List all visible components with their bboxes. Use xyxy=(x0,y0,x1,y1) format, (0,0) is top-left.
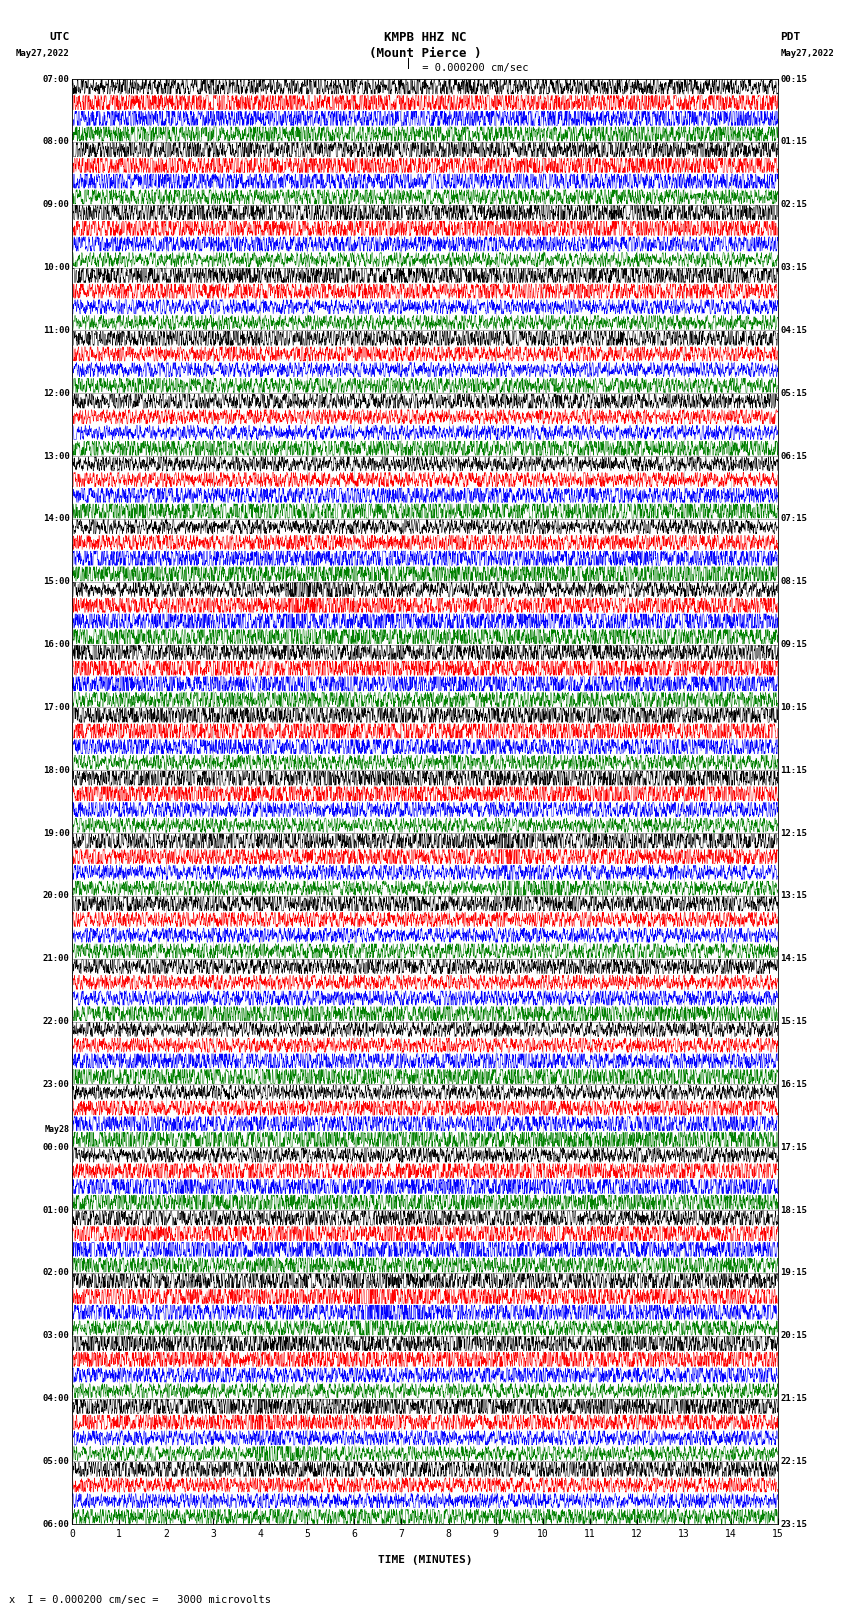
Text: 23:00: 23:00 xyxy=(42,1081,70,1089)
Text: 10:15: 10:15 xyxy=(780,703,808,711)
Text: 19:15: 19:15 xyxy=(780,1268,808,1277)
Text: 22:00: 22:00 xyxy=(42,1018,70,1026)
Text: May28: May28 xyxy=(45,1126,70,1134)
Text: 04:15: 04:15 xyxy=(780,326,808,336)
Text: 02:15: 02:15 xyxy=(780,200,808,210)
Text: = 0.000200 cm/sec: = 0.000200 cm/sec xyxy=(416,63,529,73)
Text: 14:00: 14:00 xyxy=(42,515,70,523)
Text: KMPB HHZ NC: KMPB HHZ NC xyxy=(383,31,467,44)
Text: 13:15: 13:15 xyxy=(780,892,808,900)
Text: 18:00: 18:00 xyxy=(42,766,70,774)
Text: May27,2022: May27,2022 xyxy=(16,48,70,58)
Text: 03:00: 03:00 xyxy=(42,1331,70,1340)
Text: I = 0.000200 cm/sec =   3000 microvolts: I = 0.000200 cm/sec = 3000 microvolts xyxy=(21,1595,271,1605)
Text: 15:15: 15:15 xyxy=(780,1018,808,1026)
Text: 02:00: 02:00 xyxy=(42,1268,70,1277)
Text: 08:00: 08:00 xyxy=(42,137,70,147)
Text: 16:00: 16:00 xyxy=(42,640,70,648)
Text: 07:15: 07:15 xyxy=(780,515,808,523)
Text: 12:15: 12:15 xyxy=(780,829,808,837)
Text: 03:15: 03:15 xyxy=(780,263,808,273)
Text: 00:00: 00:00 xyxy=(42,1142,70,1152)
Text: 19:00: 19:00 xyxy=(42,829,70,837)
Text: 05:00: 05:00 xyxy=(42,1457,70,1466)
Text: 08:15: 08:15 xyxy=(780,577,808,586)
Text: 10:00: 10:00 xyxy=(42,263,70,273)
Text: 01:00: 01:00 xyxy=(42,1205,70,1215)
Text: 20:00: 20:00 xyxy=(42,892,70,900)
Text: 07:00: 07:00 xyxy=(42,74,70,84)
Text: 00:15: 00:15 xyxy=(780,74,808,84)
Text: TIME (MINUTES): TIME (MINUTES) xyxy=(377,1555,473,1565)
Text: 17:00: 17:00 xyxy=(42,703,70,711)
Text: PDT: PDT xyxy=(780,32,801,42)
Text: 14:15: 14:15 xyxy=(780,955,808,963)
Text: 17:15: 17:15 xyxy=(780,1142,808,1152)
Text: 06:00: 06:00 xyxy=(42,1519,70,1529)
Text: 20:15: 20:15 xyxy=(780,1331,808,1340)
Text: 11:15: 11:15 xyxy=(780,766,808,774)
Text: 23:15: 23:15 xyxy=(780,1519,808,1529)
Text: UTC: UTC xyxy=(49,32,70,42)
Text: 13:00: 13:00 xyxy=(42,452,70,461)
Text: 04:00: 04:00 xyxy=(42,1394,70,1403)
Text: 11:00: 11:00 xyxy=(42,326,70,336)
Text: 09:15: 09:15 xyxy=(780,640,808,648)
Text: 21:15: 21:15 xyxy=(780,1394,808,1403)
Text: 22:15: 22:15 xyxy=(780,1457,808,1466)
Text: 21:00: 21:00 xyxy=(42,955,70,963)
Text: (Mount Pierce ): (Mount Pierce ) xyxy=(369,47,481,60)
Text: May27,2022: May27,2022 xyxy=(780,48,834,58)
Text: 18:15: 18:15 xyxy=(780,1205,808,1215)
Text: 15:00: 15:00 xyxy=(42,577,70,586)
Text: x: x xyxy=(8,1595,14,1605)
Text: 12:00: 12:00 xyxy=(42,389,70,398)
Text: 05:15: 05:15 xyxy=(780,389,808,398)
Text: 09:00: 09:00 xyxy=(42,200,70,210)
Text: 16:15: 16:15 xyxy=(780,1081,808,1089)
Text: 06:15: 06:15 xyxy=(780,452,808,461)
Text: 01:15: 01:15 xyxy=(780,137,808,147)
